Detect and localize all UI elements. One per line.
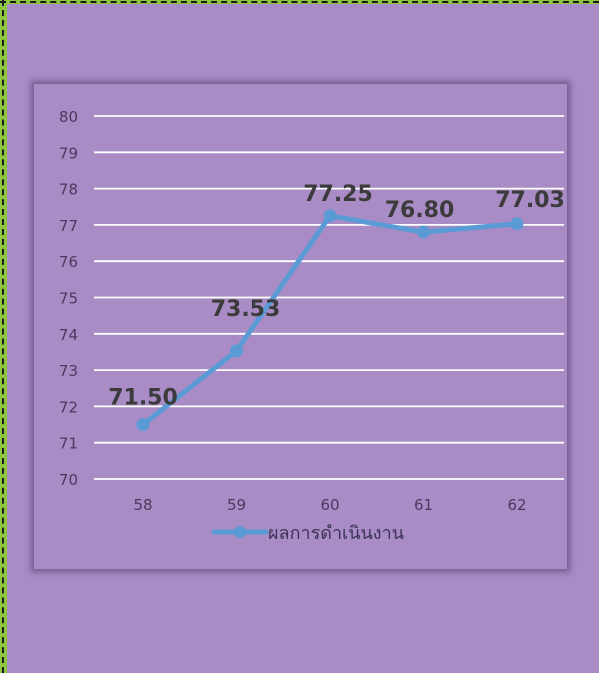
y-tick-label: 74 [59, 326, 78, 344]
y-tick-label: 71 [59, 435, 78, 453]
series-line [140, 213, 520, 428]
x-tick-label: 60 [320, 496, 339, 514]
x-tick-label: 62 [507, 496, 526, 514]
data-label: 77.03 [495, 188, 565, 213]
y-tick-label: 79 [59, 144, 78, 162]
data-point [417, 225, 430, 239]
y-tick-label: 70 [59, 471, 78, 489]
x-tick-label: 59 [227, 496, 246, 514]
data-point [230, 344, 243, 358]
x-axis-tick-labels: 58 59 60 61 62 [133, 496, 526, 514]
data-label: 73.53 [211, 297, 281, 322]
data-label: 77.25 [303, 182, 373, 207]
chart-container: 70 71 72 73 74 75 76 77 78 79 80 58 59 60 61 62 71.50 7… [34, 84, 567, 569]
y-tick-label: 77 [59, 217, 78, 235]
y-tick-label: 75 [59, 290, 78, 308]
legend: ผลการดำเนินงาน [211, 523, 404, 544]
y-tick-label: 80 [59, 108, 78, 126]
x-tick-label: 61 [414, 496, 433, 514]
series-layer [136, 209, 524, 432]
y-tick-label: 73 [59, 362, 78, 380]
gridlines [94, 115, 564, 480]
legend-label: ผลการดำเนินงาน [268, 523, 404, 544]
y-tick-label: 78 [59, 181, 78, 199]
data-point [136, 418, 150, 432]
y-tick-label: 72 [59, 398, 78, 416]
x-tick-label: 58 [133, 496, 152, 514]
y-tick-label: 76 [59, 253, 78, 271]
frame-left-dashed-line [2, 0, 4, 673]
data-labels: 71.50 73.53 77.25 76.80 77.03 [108, 182, 565, 411]
data-point [510, 217, 524, 231]
data-label: 71.50 [108, 386, 178, 411]
data-label: 76.80 [385, 198, 455, 223]
frame-top-dashed-line [0, 1, 599, 3]
legend-marker [234, 526, 246, 538]
data-point [323, 209, 337, 223]
y-axis-tick-labels: 70 71 72 73 74 75 76 77 78 79 80 [59, 108, 78, 489]
